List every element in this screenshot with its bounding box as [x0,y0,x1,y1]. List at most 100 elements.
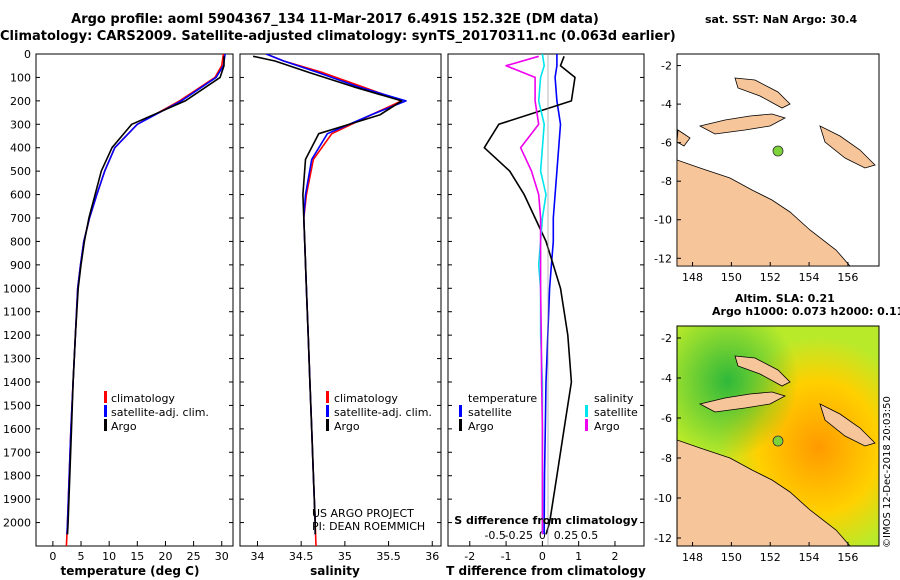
depth-tick-label: 1400 [3,376,31,389]
lat-tick-label: -12 [654,252,672,265]
sla-land-solomons [819,403,876,447]
sla-map-subtitle: Argo h1000: 0.073 h2000: 0.11 [712,305,900,318]
s-difference-title: S difference from climatology [454,514,638,527]
lat-tick-label: -6 [661,137,672,150]
depth-tick-label: 600 [10,189,31,202]
lon-tick-label: 152 [760,271,781,284]
x-tick-label: 1 [575,550,582,563]
credit-pi: PI: DEAN ROEMMICH [312,520,425,533]
legend-swatch-satellite [104,405,107,417]
lon-tick-label: 150 [721,271,742,284]
legend-swatch-sal-satellite [585,405,588,417]
x-tick-label: 35.5 [376,550,401,563]
legend-label-argo: Argo [334,420,360,433]
depth-tick-label: 1200 [3,329,31,342]
lon-tick-label: 148 [682,551,703,564]
lat-tick-label: -4 [661,372,672,385]
legend-swatch-temp-argo [459,419,462,431]
x-tick-label: -0.5 [484,529,505,542]
legend-label-temp-satellite: satellite [468,406,512,419]
x-tick-label: 2 [611,550,618,563]
depth-tick-label: 2000 [3,517,31,530]
x-tick-label: 0 [539,550,546,563]
salinity-xlabel: salinity [310,564,360,578]
difference-x-axis: -2 -1 0 1 2 [464,541,618,563]
legend-heading-salinity: salinity [594,392,634,405]
lon-tick-label: 156 [837,551,858,564]
argo-float-marker [772,145,784,157]
sla-land-new-guinea [677,439,851,546]
depth-tick-label: 1600 [3,423,31,436]
sla-map: 148 150 152 154 156 -2 -4 -6 -8 -10 -12 [654,325,880,564]
legend-label-satellite: satellite-adj. clim. [334,406,432,419]
difference-panel-frame [447,53,645,547]
depth-tick-label: 400 [10,142,31,155]
legend-swatch-climatology [326,391,329,403]
salinity-series [252,54,407,546]
sst-map-lat-axis: -2 -4 -6 -8 -10 -12 [654,60,681,265]
legend-label-satellite: satellite-adj. clim. [111,406,209,419]
x-tick-label: 34 [250,550,264,563]
difference-legend: temperature satellite Argo salinity sate… [459,392,638,433]
lon-tick-label: 152 [760,551,781,564]
sst-land-west [677,129,691,147]
x-tick-label: 30 [215,550,229,563]
depth-tick-label: 1000 [3,282,31,295]
difference-xlabel: T difference from climatology [446,564,646,578]
salinity-panel-frame [239,53,442,547]
temperature-series [65,54,226,546]
x-tick-label: -0.25 [505,529,533,542]
x-tick-label: 20 [158,550,172,563]
series-line-argo [252,55,403,535]
x-tick-label: 15 [130,550,144,563]
legend-label-climatology: climatology [111,392,175,405]
depth-tick-label: 300 [10,118,31,131]
legend-swatch-argo [326,419,329,431]
legend-label-argo: Argo [111,420,137,433]
salinity-difference-x-axis: -0.5-0.25 0 0.25 0.5 [484,529,598,542]
x-tick-label: 34.5 [289,550,314,563]
legend-label-temp-argo: Argo [468,420,494,433]
lat-tick-label: -8 [661,175,672,188]
sla-map-frame [676,325,880,547]
depth-tick-label: 900 [10,259,31,272]
credit-project: US ARGO PROJECT [312,507,414,520]
legend-swatch-temp-satellite [459,405,462,417]
x-tick-label: 25 [187,550,201,563]
legend-label-sal-argo: Argo [594,420,620,433]
figure-subtitle: Climatology: CARS2009. Satellite-adjuste… [0,29,676,44]
salinity-x-axis: 34 34.5 35 35.5 36 [250,541,439,563]
sst-land-new-ireland [734,77,791,109]
x-tick-label: 36 [425,550,439,563]
sst-land-new-britain [698,113,787,135]
sst-land-solomons [819,125,876,169]
depth-tick-label: 1500 [3,399,31,412]
x-tick-label: 0 [539,529,546,542]
series-line-argo [66,56,225,535]
x-tick-label: 0.5 [581,529,599,542]
depth-tick-label: 1300 [3,353,31,366]
legend-swatch-sal-argo [585,419,588,431]
temperature-xlabel: temperature (deg C) [61,564,200,578]
lat-tick-label: -6 [661,412,672,425]
x-tick-label: 35 [338,550,352,563]
sla-land-new-ireland [734,355,791,387]
temperature-legend: climatology satellite-adj. clim. Argo [104,391,209,433]
lat-tick-label: -2 [661,332,672,345]
legend-swatch-satellite [326,405,329,417]
x-tick-label: 10 [102,550,116,563]
legend-label-climatology: climatology [334,392,398,405]
depth-tick-label: 1700 [3,446,31,459]
legend-swatch-argo [104,419,107,431]
x-tick-label: -2 [464,550,475,563]
figure-title: Argo profile: aoml 5904367_134 11-Mar-20… [71,12,599,27]
lat-tick-label: -2 [661,60,672,73]
sla-land-new-britain [698,391,787,413]
depth-tick-label: 1800 [3,470,31,483]
lat-tick-label: -8 [661,452,672,465]
lat-tick-label: -10 [654,492,672,505]
depth-tick-label: 800 [10,235,31,248]
argo-float-marker [772,435,784,447]
x-tick-label: 5 [78,550,85,563]
